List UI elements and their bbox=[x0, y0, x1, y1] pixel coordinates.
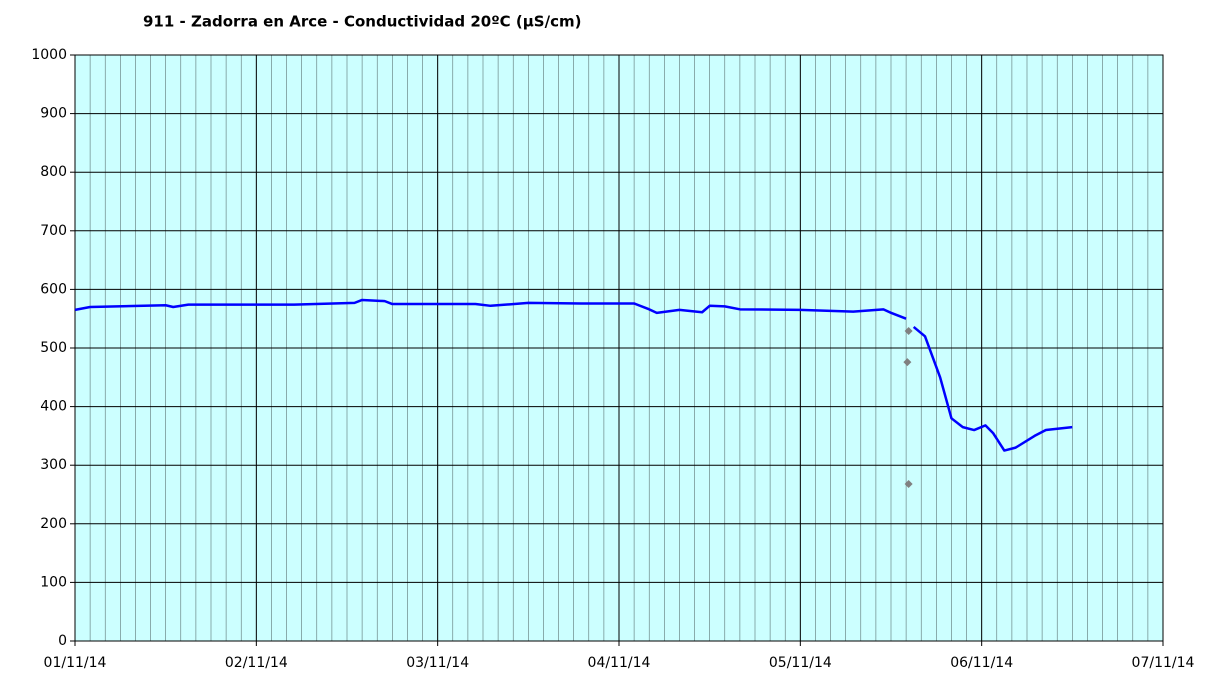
y-tick-label: 700 bbox=[40, 223, 67, 239]
x-tick-label: 05/11/14 bbox=[769, 655, 832, 671]
y-tick-label: 100 bbox=[40, 574, 67, 590]
y-tick-label: 800 bbox=[40, 164, 67, 180]
x-tick-label: 01/11/14 bbox=[44, 655, 107, 671]
marker bbox=[903, 358, 912, 367]
y-tick-label: 400 bbox=[40, 399, 67, 415]
x-tick-label: 02/11/14 bbox=[225, 655, 288, 671]
y-tick-label: 600 bbox=[40, 281, 67, 297]
x-tick-label: 04/11/14 bbox=[588, 655, 651, 671]
y-tick-label: 1000 bbox=[31, 47, 67, 63]
y-tick-label: 0 bbox=[58, 633, 67, 649]
chart-title: 911 - Zadorra en Arce - Conductividad 20… bbox=[143, 13, 581, 31]
x-tick-label: 06/11/14 bbox=[950, 655, 1013, 671]
y-tick-label: 900 bbox=[40, 106, 67, 122]
y-tick-label: 200 bbox=[40, 516, 67, 532]
marker bbox=[904, 479, 913, 488]
y-tick-label: 300 bbox=[40, 457, 67, 473]
x-tick-label: 03/11/14 bbox=[406, 655, 469, 671]
data-line bbox=[74, 298, 1073, 452]
x-tick-label: 07/11/14 bbox=[1132, 655, 1195, 671]
y-tick-label: 500 bbox=[40, 340, 67, 356]
plot-border bbox=[74, 54, 1164, 642]
marker bbox=[904, 327, 913, 336]
